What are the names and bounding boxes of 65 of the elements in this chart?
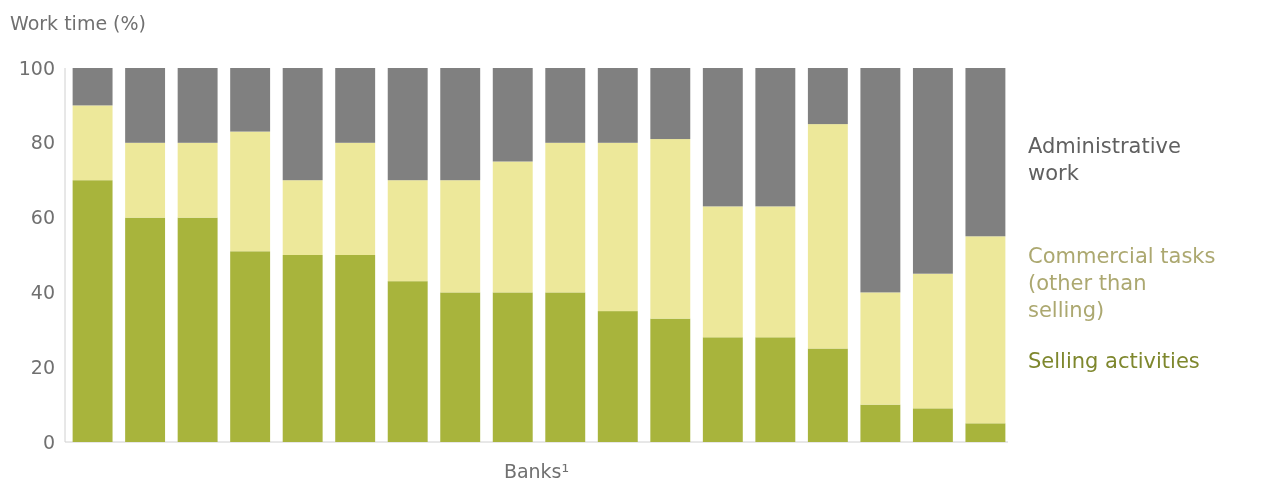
bar bbox=[125, 142, 166, 218]
bar bbox=[282, 68, 323, 181]
bar bbox=[807, 124, 848, 349]
bar bbox=[230, 251, 271, 442]
bar bbox=[177, 217, 218, 442]
bar bbox=[755, 68, 796, 207]
bar bbox=[965, 423, 1006, 442]
bar bbox=[387, 68, 428, 181]
bar bbox=[755, 337, 796, 442]
y-tick-label: 40 bbox=[30, 281, 55, 304]
bar bbox=[335, 68, 376, 143]
bar bbox=[440, 292, 481, 442]
y-tick-label: 100 bbox=[18, 56, 55, 79]
bar bbox=[912, 408, 953, 442]
bar bbox=[702, 68, 743, 207]
y-tick-label: 60 bbox=[30, 206, 55, 229]
y-tick-label: 20 bbox=[30, 355, 55, 378]
bar bbox=[860, 68, 901, 293]
bar bbox=[545, 142, 586, 293]
bar bbox=[72, 68, 113, 106]
series-label: Administrative work bbox=[1028, 134, 1181, 185]
bar bbox=[807, 68, 848, 125]
bar bbox=[440, 180, 481, 293]
bar bbox=[597, 142, 638, 312]
bar bbox=[177, 142, 218, 218]
bar bbox=[545, 68, 586, 143]
bar bbox=[650, 139, 691, 319]
text: Selling activities bbox=[1028, 349, 1200, 373]
bar bbox=[72, 180, 113, 442]
y-tick-label: 80 bbox=[30, 131, 55, 154]
bar bbox=[492, 68, 533, 162]
bar bbox=[387, 180, 428, 282]
bar bbox=[860, 404, 901, 442]
bar bbox=[965, 68, 1006, 237]
bar bbox=[702, 206, 743, 338]
bar bbox=[650, 318, 691, 442]
bar bbox=[335, 255, 376, 442]
bar bbox=[492, 292, 533, 442]
bar bbox=[492, 161, 533, 293]
bar bbox=[597, 68, 638, 143]
bar bbox=[230, 68, 271, 132]
bar bbox=[912, 273, 953, 409]
bar bbox=[860, 292, 901, 405]
series-label: Commercial tasks (other than selling) bbox=[1028, 244, 1216, 322]
bar bbox=[282, 255, 323, 442]
bar bbox=[387, 281, 428, 442]
y-tick-label: 0 bbox=[42, 430, 55, 453]
bar bbox=[72, 105, 113, 181]
bar bbox=[702, 337, 743, 442]
bar bbox=[335, 142, 376, 255]
bar bbox=[125, 217, 166, 442]
bar bbox=[965, 236, 1006, 424]
bar bbox=[177, 68, 218, 143]
bar bbox=[545, 292, 586, 442]
bar bbox=[650, 68, 691, 140]
bar bbox=[755, 206, 796, 338]
y-axis-title: Work time (%) bbox=[10, 12, 146, 34]
bar bbox=[230, 131, 271, 252]
bar bbox=[125, 68, 166, 143]
x-axis-title: Banks¹ bbox=[503, 460, 570, 482]
bar bbox=[912, 68, 953, 274]
bar bbox=[282, 180, 323, 255]
bar bbox=[597, 311, 638, 442]
bar bbox=[807, 348, 848, 442]
bar bbox=[440, 68, 481, 181]
